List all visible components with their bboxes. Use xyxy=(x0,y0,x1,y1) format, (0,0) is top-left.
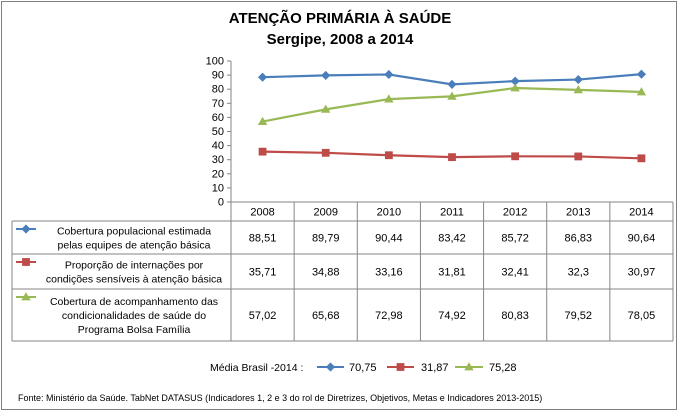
series-marker xyxy=(510,83,520,92)
table-value: 32,3 xyxy=(568,267,589,279)
series-marker xyxy=(574,152,583,161)
table-value: 89,79 xyxy=(312,233,340,245)
table-value: 35,71 xyxy=(249,267,277,279)
y-tick-label: 20 xyxy=(212,168,224,180)
chart-title: ATENÇÃO PRIMÁRIA À SAÚDE xyxy=(228,10,452,27)
series-marker xyxy=(384,69,394,80)
series-marker xyxy=(321,70,331,80)
x-tick-label: 2008 xyxy=(250,207,274,219)
legend-label: condições sensíveis à atenção básica xyxy=(46,274,222,286)
table-value: 32,41 xyxy=(501,267,529,279)
chart-axes: 0 10 20 30 40 50 60 70 80 90 100 xyxy=(206,56,232,209)
table-value: 74,92 xyxy=(438,310,466,322)
brazil-average-value: 31,87 xyxy=(421,362,449,374)
legend-label: condicionalidades de saúde do xyxy=(62,310,206,322)
brazil-average-legend: Média Brasil -2014 : 70,75 31,87 75,28 xyxy=(210,362,517,374)
chart-subtitle: Sergipe, 2008 a 2014 xyxy=(266,31,414,48)
x-tick-label: 2014 xyxy=(629,207,653,219)
table-value: 86,83 xyxy=(565,233,593,245)
table-value: 30,97 xyxy=(628,267,656,279)
table-value: 80,83 xyxy=(501,310,529,322)
series-marker xyxy=(636,69,646,79)
series-marker xyxy=(384,94,394,103)
series-marker xyxy=(325,362,336,372)
series-marker xyxy=(464,362,474,371)
table-value: 34,88 xyxy=(312,267,340,279)
legend-label: Cobertura de acompanhamento das xyxy=(50,296,218,308)
series-marker xyxy=(22,258,30,266)
legend-label: pelas equipes de atenção básica xyxy=(58,240,211,252)
series-marker xyxy=(321,104,331,113)
table-value: 85,72 xyxy=(501,233,529,245)
table-value: 88,51 xyxy=(249,233,277,245)
x-tick-label: 2010 xyxy=(377,207,401,219)
y-tick-label: 10 xyxy=(212,182,224,194)
x-tick-label: 2013 xyxy=(566,207,590,219)
table-value: 65,68 xyxy=(312,310,340,322)
legend-label: Proporção de internações por xyxy=(65,260,204,272)
series-marker xyxy=(448,153,456,162)
data-table: 2008 2009 2010 2011 2012 2013 2014 Cobertura po… xyxy=(11,201,674,342)
table-value: 31,81 xyxy=(438,267,466,279)
series-marker xyxy=(396,363,405,371)
y-tick-label: 50 xyxy=(212,126,224,138)
series-marker xyxy=(384,151,393,160)
series-marker xyxy=(511,152,520,161)
x-tick-label: 2009 xyxy=(313,207,337,219)
y-tick-label: 70 xyxy=(212,98,224,110)
table-value: 90,44 xyxy=(375,233,403,245)
brazil-average-label: Média Brasil -2014 : xyxy=(210,362,303,374)
legend-label: Cobertura populacional estimada xyxy=(57,226,211,238)
y-tick-label: 0 xyxy=(218,197,224,209)
y-tick-label: 100 xyxy=(206,56,224,68)
series-marker xyxy=(637,154,646,163)
source-footer: Fonte: Ministério da Saúde. TabNet DATAS… xyxy=(18,393,543,403)
y-tick-label: 30 xyxy=(212,154,224,166)
series-marker xyxy=(257,116,268,126)
y-tick-label: 90 xyxy=(212,70,224,82)
y-tick-label: 40 xyxy=(212,140,224,152)
series-marker xyxy=(573,85,583,94)
chart-series xyxy=(257,69,647,163)
table-value: 57,02 xyxy=(249,310,277,322)
brazil-average-value: 75,28 xyxy=(489,362,517,374)
series-marker xyxy=(258,147,267,156)
table-value: 33,16 xyxy=(375,267,403,279)
legend-label: Programa Bolsa Família xyxy=(78,324,191,336)
series-marker xyxy=(258,72,268,82)
series-marker xyxy=(447,91,457,100)
table-value: 83,42 xyxy=(438,233,466,245)
y-tick-label: 80 xyxy=(212,84,224,96)
x-tick-label: 2012 xyxy=(503,207,527,219)
y-tick-label: 60 xyxy=(212,112,224,124)
series-marker xyxy=(321,148,330,157)
series-marker xyxy=(21,224,31,234)
table-value: 90,64 xyxy=(628,233,656,245)
table-value: 79,52 xyxy=(565,310,593,322)
series-marker xyxy=(21,292,31,301)
x-tick-label: 2011 xyxy=(440,207,464,219)
brazil-average-value: 70,75 xyxy=(349,362,377,374)
series-marker xyxy=(573,75,583,85)
series-marker xyxy=(447,79,457,89)
table-value: 72,98 xyxy=(375,310,403,322)
table-value: 78,05 xyxy=(628,310,656,322)
series-marker xyxy=(636,87,647,96)
